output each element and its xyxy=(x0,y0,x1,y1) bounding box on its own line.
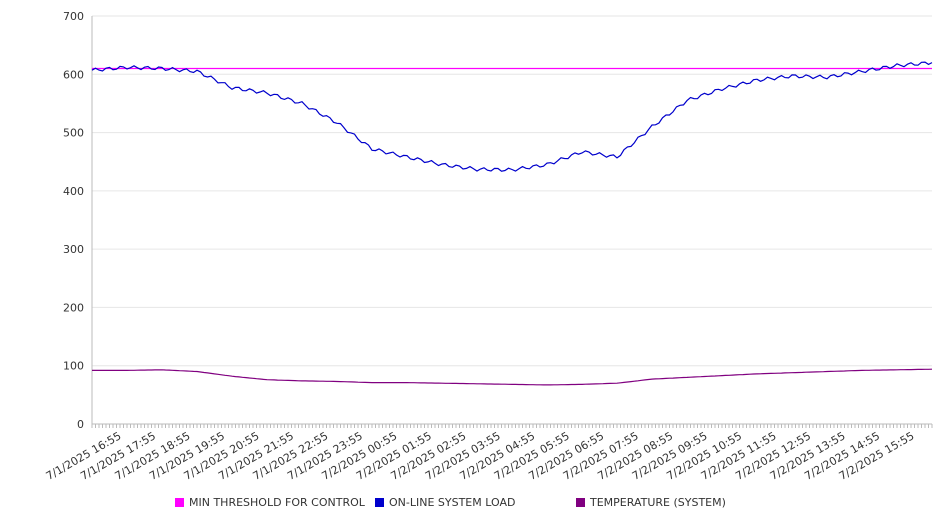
y-tick-label: 300 xyxy=(63,243,84,256)
legend-swatch-temperature xyxy=(576,498,585,507)
legend-label-load: ON-LINE SYSTEM LOAD xyxy=(389,496,516,509)
series-line-1 xyxy=(91,61,933,172)
y-tick-label: 200 xyxy=(63,301,84,314)
grid-lines xyxy=(92,15,932,425)
y-tick-label: 500 xyxy=(63,127,84,140)
axes xyxy=(91,16,933,428)
y-tick-label: 0 xyxy=(77,418,84,431)
legend-item-temperature[interactable]: TEMPERATURE (SYSTEM) xyxy=(576,496,726,509)
series-line-2 xyxy=(92,368,933,386)
y-axis-ticks: 0 100 200 300 400 500 600 700 xyxy=(63,10,84,431)
y-tick-label: 100 xyxy=(63,360,84,373)
y-tick-label: 700 xyxy=(63,10,84,23)
legend-item-load[interactable]: ON-LINE SYSTEM LOAD xyxy=(375,496,515,509)
x-axis-ticks: 7/1/2025 16:557/1/2025 17:557/1/2025 18:… xyxy=(44,429,917,483)
y-tick-label: 400 xyxy=(63,185,84,198)
legend-label-temperature: TEMPERATURE (SYSTEM) xyxy=(590,496,726,509)
legend-swatch-threshold xyxy=(175,498,184,507)
legend-label-threshold: MIN THRESHOLD FOR CONTROL xyxy=(189,496,365,509)
y-tick-label: 600 xyxy=(63,68,84,81)
series-lines xyxy=(91,61,933,386)
legend-swatch-load xyxy=(375,498,384,507)
legend-item-threshold[interactable]: MIN THRESHOLD FOR CONTROL xyxy=(175,496,365,509)
legend: MIN THRESHOLD FOR CONTROL ON-LINE SYSTEM… xyxy=(0,496,946,516)
